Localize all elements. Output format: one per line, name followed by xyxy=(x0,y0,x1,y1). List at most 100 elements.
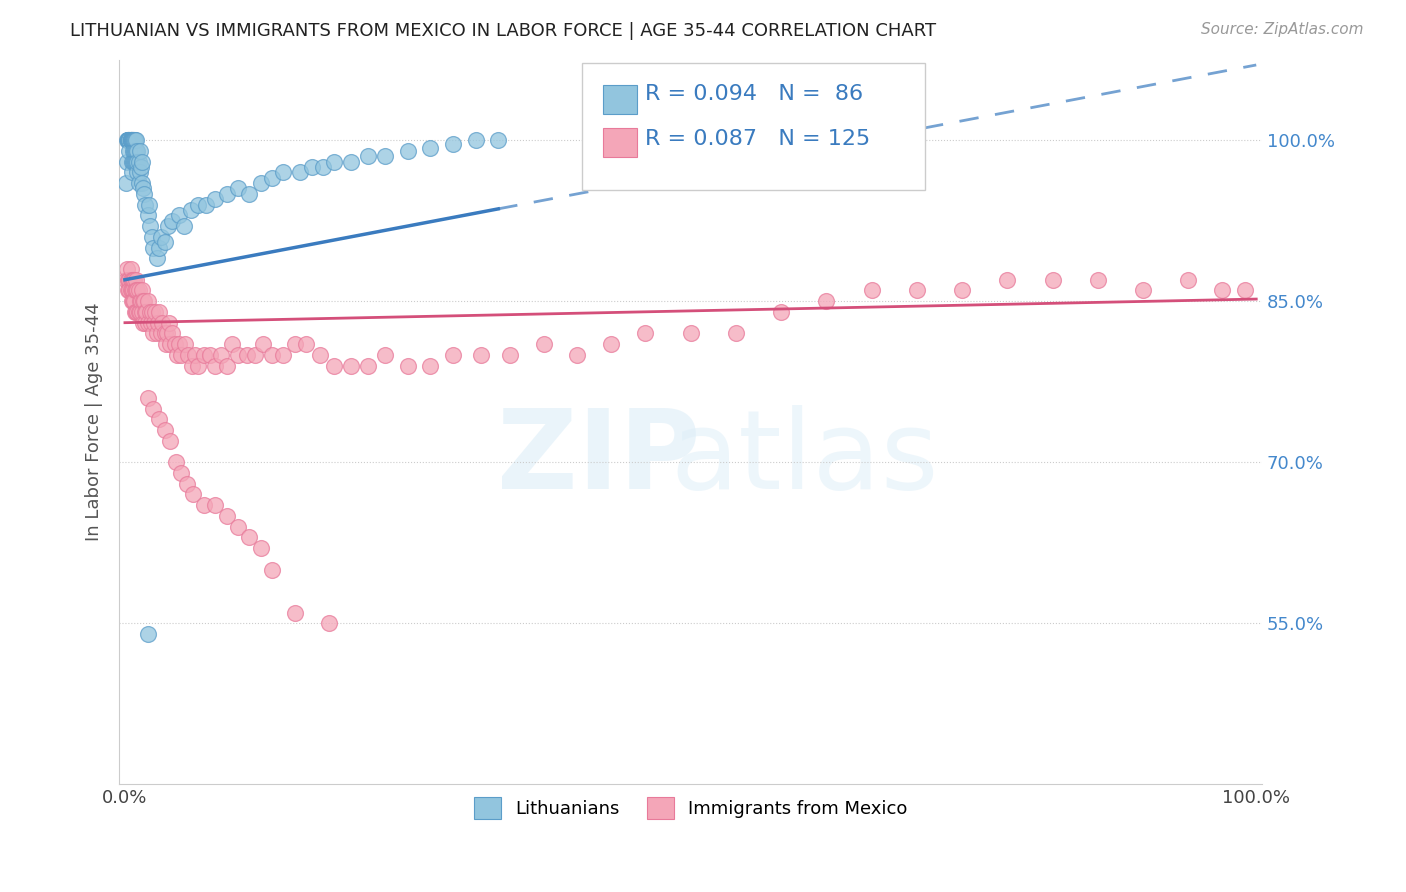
Point xyxy=(815,294,838,309)
Point xyxy=(177,348,200,362)
Point xyxy=(121,133,143,147)
Point xyxy=(1211,284,1233,298)
Point xyxy=(125,144,148,158)
Text: ZIP: ZIP xyxy=(498,405,700,512)
Point xyxy=(260,170,283,185)
Point xyxy=(498,348,520,362)
Point xyxy=(128,154,150,169)
Text: R = 0.094   N =  86: R = 0.094 N = 86 xyxy=(645,84,863,103)
Point xyxy=(142,326,165,341)
Point xyxy=(121,294,143,309)
Point xyxy=(134,197,156,211)
Text: Source: ZipAtlas.com: Source: ZipAtlas.com xyxy=(1201,22,1364,37)
Point xyxy=(120,133,142,147)
Point xyxy=(142,401,165,416)
Point xyxy=(150,326,173,341)
Point xyxy=(165,455,187,469)
Point xyxy=(127,154,149,169)
Point xyxy=(125,133,148,147)
Point xyxy=(118,284,141,298)
Point xyxy=(204,359,226,373)
Point xyxy=(139,305,162,319)
Point xyxy=(136,627,159,641)
Point xyxy=(132,316,155,330)
Point xyxy=(118,144,141,158)
Point xyxy=(118,133,141,147)
Point xyxy=(176,476,198,491)
Point xyxy=(121,133,143,147)
Point xyxy=(396,359,419,373)
Point xyxy=(134,294,156,309)
Point xyxy=(127,165,149,179)
Point xyxy=(131,284,153,298)
Point xyxy=(284,606,307,620)
Point xyxy=(243,348,266,362)
Point xyxy=(148,240,170,254)
Point xyxy=(128,144,150,158)
Point xyxy=(128,305,150,319)
Point xyxy=(128,294,150,309)
Point xyxy=(115,273,138,287)
Point xyxy=(146,316,169,330)
Point xyxy=(121,133,143,147)
Point xyxy=(167,337,190,351)
Point xyxy=(167,208,190,222)
Point xyxy=(260,348,283,362)
Point xyxy=(120,273,142,287)
Point xyxy=(295,337,318,351)
Point xyxy=(419,141,441,155)
Point xyxy=(139,316,162,330)
Point xyxy=(204,498,226,512)
Point xyxy=(170,348,193,362)
Point xyxy=(128,305,150,319)
Point xyxy=(184,348,207,362)
Point xyxy=(121,154,143,169)
Point xyxy=(115,154,138,169)
Point xyxy=(156,326,179,341)
Point xyxy=(134,186,156,201)
Point xyxy=(124,305,146,319)
Point xyxy=(1042,273,1064,287)
Point xyxy=(148,412,170,426)
Point xyxy=(441,348,464,362)
Point xyxy=(139,219,162,233)
Point xyxy=(238,531,260,545)
Point xyxy=(153,423,176,437)
Point xyxy=(567,348,589,362)
Point xyxy=(153,235,176,249)
Point xyxy=(122,294,145,309)
Point xyxy=(600,337,623,351)
Point xyxy=(132,181,155,195)
Point xyxy=(125,273,148,287)
Point xyxy=(273,348,295,362)
Point xyxy=(441,137,464,152)
Point xyxy=(260,563,283,577)
Point xyxy=(357,359,380,373)
Point xyxy=(533,337,555,351)
Point xyxy=(131,154,153,169)
Point xyxy=(120,133,142,147)
Point xyxy=(284,337,307,351)
Point xyxy=(187,197,209,211)
Point xyxy=(374,348,396,362)
Point xyxy=(153,326,176,341)
Point xyxy=(135,305,157,319)
Point xyxy=(138,197,160,211)
Point xyxy=(145,252,167,266)
Point xyxy=(118,133,141,147)
Point xyxy=(124,133,146,147)
Point xyxy=(905,284,928,298)
Point xyxy=(120,133,142,147)
Point xyxy=(128,165,150,179)
Point xyxy=(121,165,143,179)
Point xyxy=(121,294,143,309)
Point xyxy=(128,176,150,190)
Point xyxy=(115,176,138,190)
Point xyxy=(121,133,143,147)
Point xyxy=(308,348,330,362)
Point xyxy=(187,359,209,373)
Point xyxy=(121,273,143,287)
Point xyxy=(273,165,295,179)
Point xyxy=(770,305,793,319)
Point xyxy=(120,133,142,147)
